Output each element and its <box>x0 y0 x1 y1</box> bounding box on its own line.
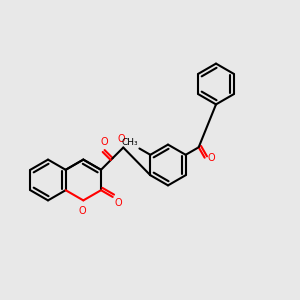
Text: CH₃: CH₃ <box>121 138 138 147</box>
Text: O: O <box>208 153 215 163</box>
Text: O: O <box>78 206 85 216</box>
Text: O: O <box>118 134 126 144</box>
Text: O: O <box>114 199 122 208</box>
Text: O: O <box>101 137 108 147</box>
